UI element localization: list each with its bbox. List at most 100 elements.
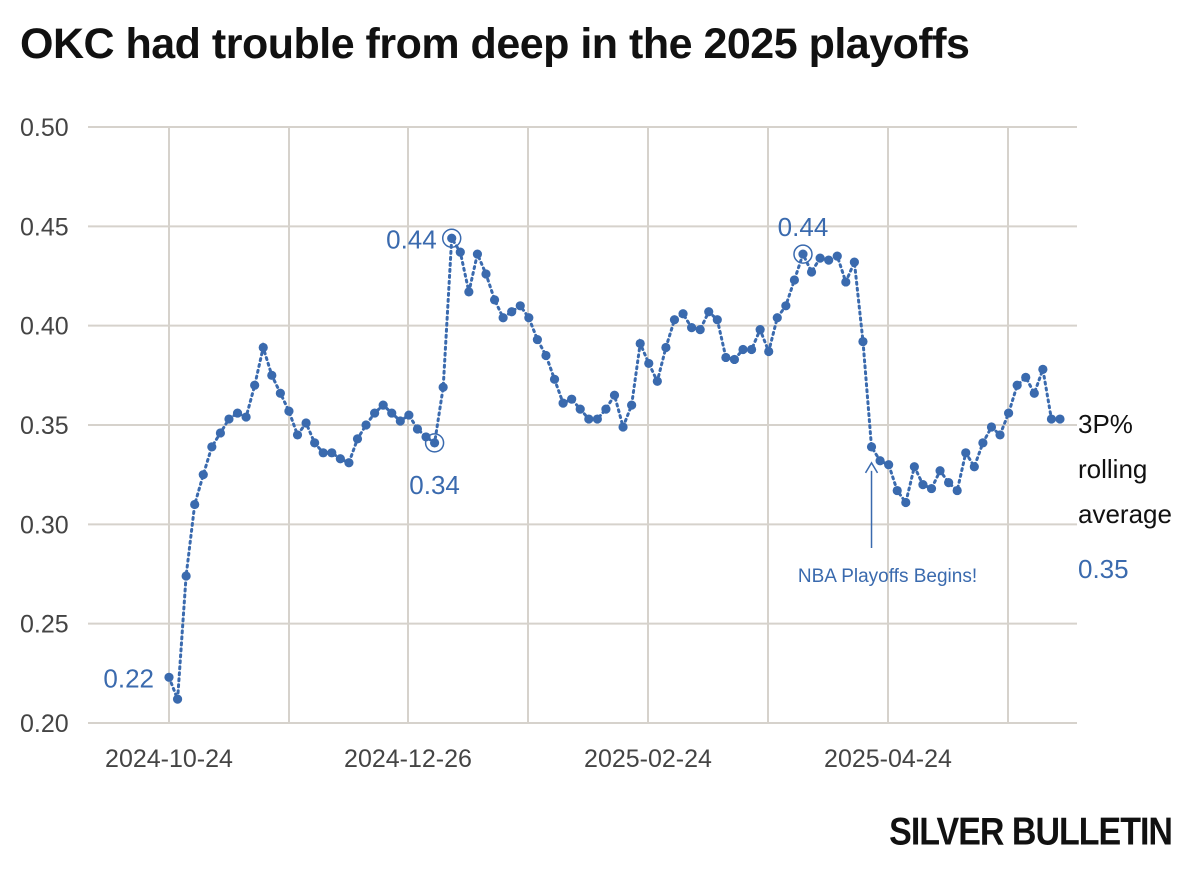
data-point: [952, 485, 962, 496]
data-point: [575, 404, 585, 414]
data-point: [567, 394, 577, 404]
data-point: [584, 414, 594, 424]
y-tick-label: 0.45: [20, 213, 69, 241]
data-point: [198, 470, 208, 480]
data-point: [1012, 380, 1022, 390]
data-point: [318, 448, 328, 458]
data-point: [729, 354, 740, 365]
data-point: [875, 456, 885, 466]
data-point: [721, 352, 731, 363]
data-point: [926, 483, 937, 494]
y-tick-label: 0.50: [20, 114, 69, 142]
data-point: [215, 428, 226, 438]
data-point: [232, 408, 243, 418]
data-point: [164, 672, 174, 682]
data-point: [498, 313, 508, 323]
data-point: [327, 448, 337, 458]
data-point: [669, 315, 680, 325]
event-label: NBA Playoffs Begins!: [798, 566, 977, 587]
data-point: [601, 404, 611, 414]
series-points: [164, 233, 1065, 704]
data-point: [704, 307, 714, 317]
data-point: [1046, 414, 1057, 424]
data-point: [678, 309, 688, 319]
data-point: [558, 398, 568, 408]
data-point: [712, 315, 722, 325]
series-line: [167, 233, 1062, 700]
data-point: [352, 434, 363, 444]
data-point: [541, 350, 551, 361]
x-axis-ticks: 2024-10-24 2024-12-26 2025-02-24 2025-04-24: [105, 745, 952, 773]
data-point: [412, 424, 423, 434]
data-point: [378, 400, 388, 410]
data-point: [858, 336, 868, 347]
data-point: [258, 342, 268, 353]
data-point: [429, 438, 440, 448]
data-point: [995, 430, 1005, 440]
data-point: [901, 497, 911, 508]
data-point: [806, 267, 817, 277]
data-point: [635, 338, 645, 349]
highlight-ring: [441, 228, 462, 249]
data-point: [781, 301, 791, 311]
data-point: [909, 462, 919, 472]
data-point: [986, 422, 997, 432]
data-point: [515, 301, 525, 311]
data-point: [746, 344, 757, 355]
data-point: [224, 414, 234, 424]
data-point: [361, 420, 371, 430]
data-point: [250, 380, 260, 390]
series-label-line: average: [1078, 499, 1172, 529]
data-point: [455, 247, 465, 257]
data-point: [284, 406, 294, 416]
data-point: [472, 249, 483, 259]
data-point: [841, 277, 851, 287]
last-value-label: 0.35: [1078, 554, 1129, 584]
data-point: [1029, 388, 1039, 398]
data-point: [918, 480, 928, 490]
data-point: [969, 462, 979, 472]
data-point: [978, 438, 988, 448]
data-point: [335, 454, 345, 464]
data-point: [824, 255, 834, 265]
data-point: [944, 478, 954, 488]
data-point: [181, 571, 191, 581]
y-axis-ticks: 0.20 0.25 0.30 0.35 0.40 0.45 0.50: [20, 114, 69, 738]
data-point: [172, 694, 183, 704]
data-point: [1021, 372, 1031, 382]
data-point: [961, 448, 971, 458]
brand-logo: SILVER BULLETIN: [889, 810, 1173, 854]
data-point: [370, 408, 380, 418]
x-tick-label: 2025-02-24: [584, 745, 712, 773]
data-point: [438, 382, 448, 392]
data-point: [849, 257, 859, 267]
data-point: [644, 358, 654, 369]
data-point: [464, 287, 474, 297]
data-point: [190, 499, 200, 510]
data-point: [549, 374, 560, 384]
data-point: [395, 416, 405, 426]
data-point: [404, 410, 414, 420]
data-point: [1055, 414, 1065, 424]
data-point: [884, 460, 894, 470]
data-point: [292, 430, 303, 440]
data-point: [421, 432, 431, 442]
data-point: [387, 408, 397, 418]
data-point: [627, 400, 637, 410]
point-label: 0.44: [386, 224, 437, 254]
data-point: [832, 251, 842, 261]
data-point: [618, 422, 628, 432]
y-tick-label: 0.40: [20, 313, 69, 341]
data-point: [1038, 364, 1048, 374]
highlight-ring: [424, 433, 445, 453]
x-tick-label: 2025-04-24: [824, 745, 952, 773]
data-point: [447, 233, 457, 243]
data-point: [892, 485, 902, 496]
data-point: [935, 466, 945, 476]
y-tick-label: 0.20: [20, 710, 69, 738]
data-point: [772, 313, 782, 323]
data-point: [207, 442, 217, 452]
data-point: [815, 253, 825, 263]
y-tick-label: 0.25: [20, 611, 69, 639]
